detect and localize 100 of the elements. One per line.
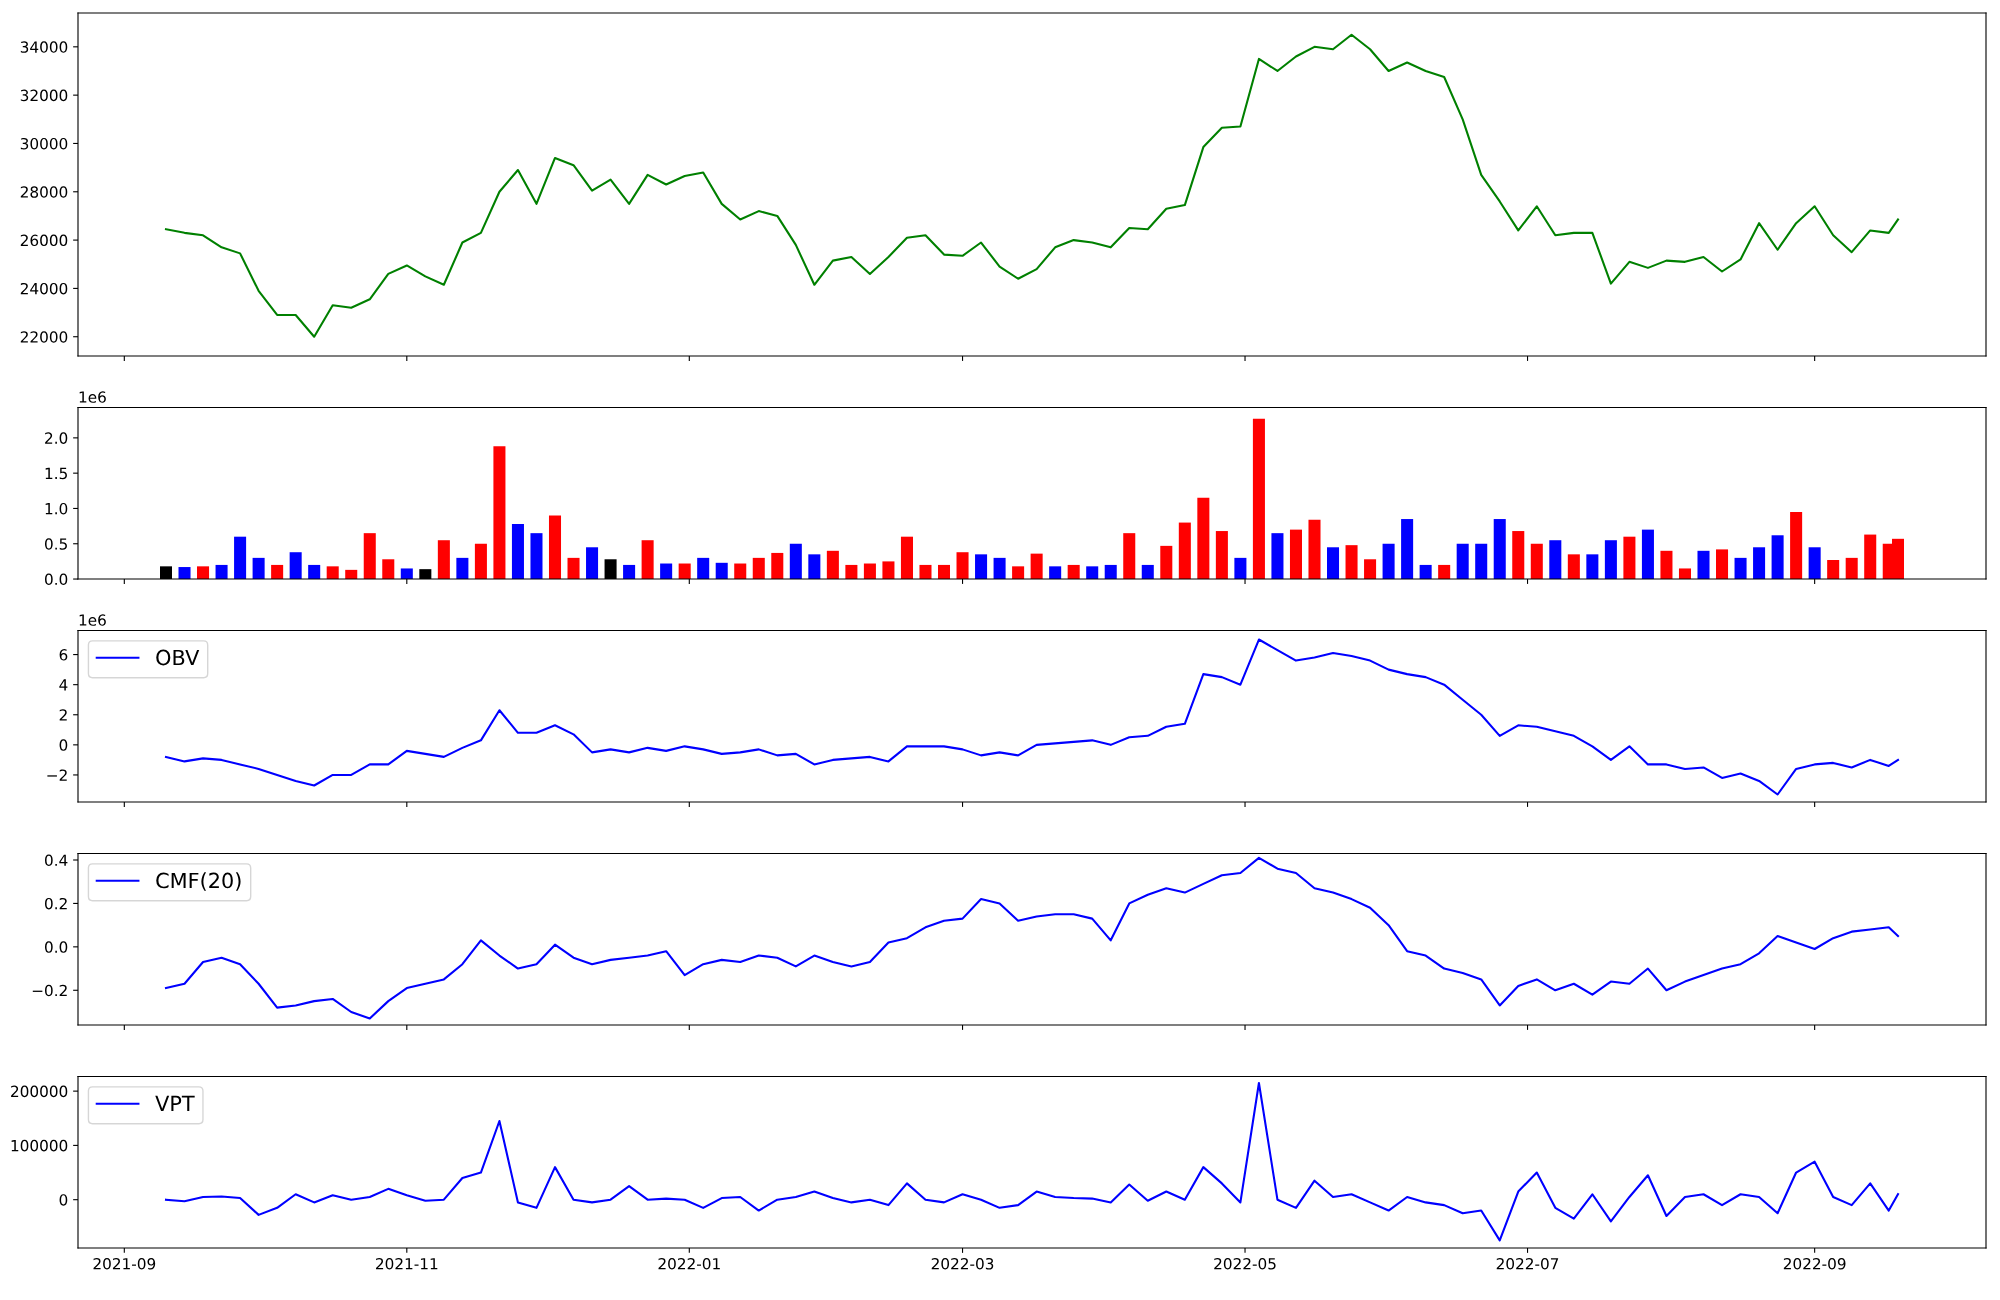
y-tick-label: 22000 [20, 331, 68, 343]
bar [1623, 536, 1636, 580]
bar [1549, 540, 1562, 580]
bar [1364, 559, 1377, 580]
bar [1567, 554, 1580, 580]
bar [178, 567, 191, 580]
bar [1456, 543, 1469, 580]
bar [1104, 564, 1117, 580]
text: 1e6 [79, 614, 106, 626]
bar [1586, 554, 1599, 580]
bar [1123, 533, 1136, 580]
legend-label: CMF(20) [156, 872, 241, 891]
x-tick-label: 2021-11 [376, 1257, 438, 1270]
bar [1660, 550, 1673, 580]
bar [1012, 566, 1025, 580]
y-tick-label: 30000 [20, 137, 68, 150]
bar [900, 536, 913, 580]
bar [715, 562, 728, 580]
bar [1419, 564, 1432, 580]
bar [1641, 529, 1654, 580]
bar [678, 563, 691, 580]
bar [1753, 547, 1766, 580]
bar [863, 563, 876, 580]
bar [1697, 550, 1710, 580]
y-tick-label: −2 [47, 769, 67, 781]
bar [808, 554, 821, 580]
bar [326, 566, 339, 580]
x-tick-label: 2022-01 [658, 1257, 720, 1270]
bar [826, 550, 839, 580]
bar [1734, 557, 1747, 580]
y-tick-label: 24000 [20, 282, 68, 295]
y-tick-label: 0.4 [44, 854, 68, 867]
bar [845, 564, 858, 580]
x-tick-label: 2022-09 [1783, 1257, 1846, 1270]
bar [1604, 540, 1617, 580]
bar [1160, 545, 1173, 580]
y-tick-label: 34000 [20, 41, 68, 53]
bar [289, 552, 302, 580]
bar [789, 543, 802, 580]
bar [1512, 531, 1525, 580]
bar [586, 547, 599, 580]
bar [937, 564, 951, 580]
bar [752, 557, 765, 580]
y-tick-label: 1.5 [45, 467, 67, 480]
bar [1141, 564, 1154, 580]
bar [956, 552, 969, 580]
bar [623, 564, 636, 580]
bar [1771, 535, 1784, 580]
bar [1327, 547, 1340, 580]
x-tick-label: 2022-05 [1214, 1257, 1276, 1270]
y-tick-label: 1.0 [45, 502, 68, 515]
y-tick-label: 2.0 [45, 432, 68, 444]
bar [493, 446, 506, 580]
bar [1049, 566, 1062, 580]
bar [1845, 557, 1858, 580]
y-tick-label: 0.2 [44, 897, 67, 910]
y-tick-label: 0.0 [44, 941, 68, 953]
bar [1530, 543, 1543, 580]
bar [1197, 497, 1210, 580]
bar [1252, 418, 1265, 580]
line-series [164, 33, 1900, 338]
y-tick-label: 0.0 [44, 573, 68, 586]
bar [1030, 553, 1043, 580]
bar [1086, 566, 1099, 580]
bar [511, 523, 524, 580]
bar [271, 564, 284, 580]
bar [882, 561, 895, 580]
bar [734, 563, 747, 580]
bar [1382, 543, 1395, 580]
y-tick-label: 0.5 [44, 538, 67, 550]
bar [1790, 511, 1803, 580]
y-tick-label: 32000 [20, 89, 68, 102]
bar [1864, 534, 1877, 580]
bar [567, 557, 580, 580]
bar [1215, 531, 1228, 580]
y-tick-label: 0 [59, 1194, 68, 1206]
bar [1827, 559, 1840, 580]
bar [530, 533, 543, 580]
bar [1067, 564, 1080, 580]
bar [975, 554, 988, 580]
y-tick-label: 100000 [11, 1139, 68, 1152]
legend-label: OBV [156, 649, 200, 666]
bar [400, 568, 413, 580]
bar [548, 515, 562, 580]
bar [1345, 545, 1358, 580]
bar [1289, 529, 1302, 580]
bar [1308, 519, 1321, 580]
bar [641, 540, 654, 580]
text: 1e6 [79, 391, 106, 403]
bar [1678, 568, 1691, 580]
x-tick-label: 2021-09 [93, 1257, 156, 1270]
bar [1808, 547, 1821, 580]
bar [474, 543, 487, 580]
x-tick-label: 2022-03 [931, 1257, 994, 1270]
y-tick-label: 6 [59, 649, 68, 661]
bar [1438, 564, 1451, 580]
bar [382, 559, 395, 580]
bar [1271, 533, 1284, 580]
bar [1493, 519, 1506, 580]
bar [234, 536, 247, 580]
